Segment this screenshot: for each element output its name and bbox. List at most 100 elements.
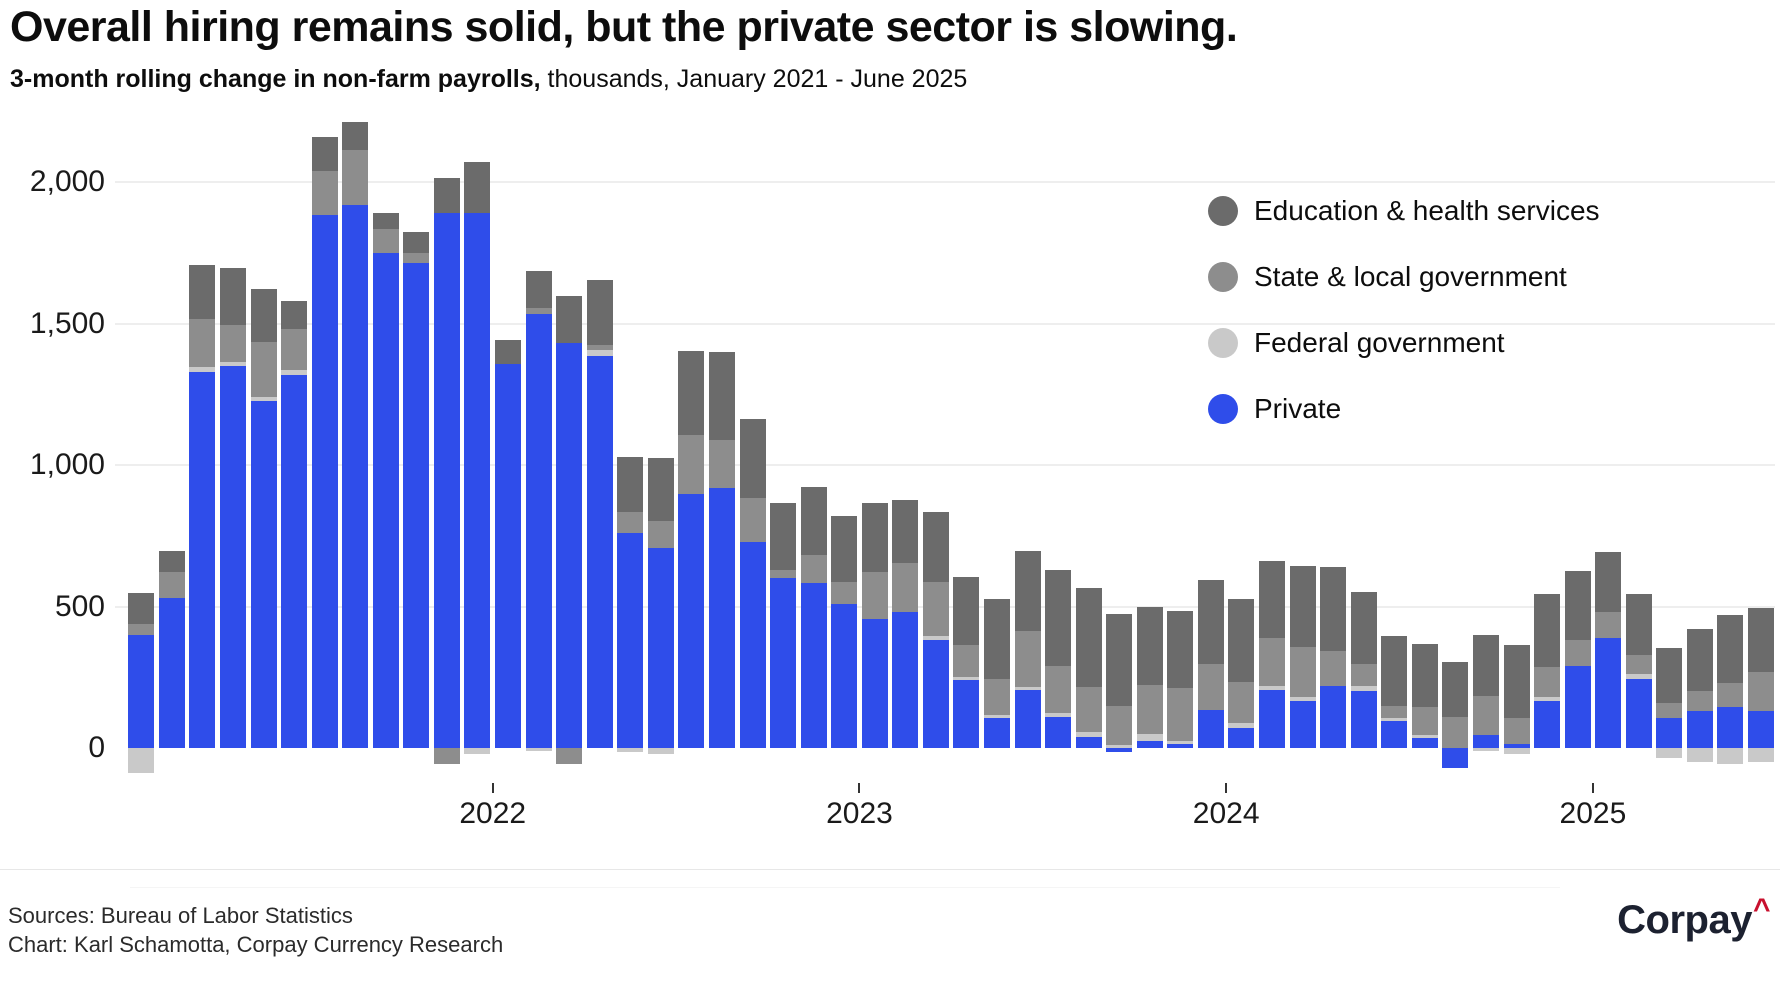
bar-segment-state_local bbox=[1167, 688, 1194, 741]
bar-segment-private bbox=[525, 313, 552, 748]
bar-segment-edu_health bbox=[953, 576, 980, 645]
bar-segment-edu_health bbox=[495, 340, 522, 365]
bar-segment-private bbox=[1289, 701, 1316, 748]
y-axis-tick-label: 1,000 bbox=[29, 448, 105, 482]
bar-segment-private bbox=[1350, 690, 1377, 748]
bar-segment-private bbox=[831, 603, 858, 748]
bar-segment-private bbox=[128, 634, 155, 748]
subtitle-rest: thousands, January 2021 - June 2025 bbox=[540, 65, 968, 94]
bar-segment-federal bbox=[1503, 748, 1530, 754]
bar-segment-state_local bbox=[770, 570, 797, 578]
bar-segment-private bbox=[770, 577, 797, 748]
bar-segment-private bbox=[1136, 740, 1163, 748]
bar-segment-private bbox=[892, 612, 919, 748]
bar-segment-edu_health bbox=[617, 457, 644, 512]
x-axis-tick-label: 2023 bbox=[826, 797, 893, 830]
bar-segment-state_local bbox=[250, 341, 277, 398]
bar-segment-state_local bbox=[1503, 717, 1530, 744]
bar-segment-federal bbox=[1075, 731, 1102, 737]
corpay-logo: Corpay^ bbox=[1617, 893, 1770, 943]
bar-segment-federal bbox=[281, 370, 308, 375]
bar-segment-federal bbox=[1045, 713, 1072, 717]
bar-segment-state_local bbox=[556, 748, 583, 764]
corpay-logo-text: Corpay bbox=[1617, 898, 1752, 942]
bar-segment-state_local bbox=[1228, 681, 1255, 723]
bar-segment-private bbox=[1106, 748, 1133, 753]
bar-segment-private bbox=[495, 364, 522, 748]
bar-segment-private bbox=[586, 356, 613, 748]
bar-segment-private bbox=[1381, 721, 1408, 748]
bar-segment-edu_health bbox=[1595, 551, 1622, 613]
bar-segment-private bbox=[1075, 736, 1102, 748]
bar-segment-private bbox=[983, 718, 1010, 748]
y-axis-tick-label: 500 bbox=[54, 589, 105, 623]
credit-text: Chart: Karl Schamotta, Corpay Currency R… bbox=[8, 932, 504, 958]
bar-segment-federal bbox=[525, 748, 552, 751]
bar-segment-federal bbox=[586, 350, 613, 357]
bar-segment-state_local bbox=[281, 329, 308, 371]
bar-segment-edu_health bbox=[1289, 565, 1316, 647]
legend-label: State & local government bbox=[1254, 261, 1567, 292]
bar-segment-state_local bbox=[158, 572, 185, 599]
bar-segment-edu_health bbox=[525, 271, 552, 309]
bar-segment-private bbox=[800, 583, 827, 748]
bar-segment-private bbox=[861, 619, 888, 748]
bar-segment-private bbox=[1167, 743, 1194, 748]
bar-segment-federal bbox=[647, 748, 674, 754]
bar-segment-state_local bbox=[831, 581, 858, 604]
bar-segment-state_local bbox=[708, 440, 735, 489]
bar-segment-private bbox=[678, 493, 705, 748]
bar-segment-edu_health bbox=[831, 515, 858, 582]
bar-segment-edu_health bbox=[556, 295, 583, 344]
bar-segment-state_local bbox=[1747, 672, 1774, 712]
bar-segment-state_local bbox=[739, 497, 766, 542]
bar-segment-private bbox=[1747, 711, 1774, 748]
bar-segment-private bbox=[708, 488, 735, 748]
bar-segment-edu_health bbox=[1503, 644, 1530, 718]
legend-item: Education & health services bbox=[1208, 195, 1600, 226]
bar-segment-private bbox=[647, 548, 674, 748]
bar-segment-edu_health bbox=[433, 177, 460, 214]
bar-segment-federal bbox=[1686, 748, 1713, 763]
bar-segment-edu_health bbox=[678, 350, 705, 436]
bar-segment-private bbox=[1472, 735, 1499, 748]
subtitle-bold: 3-month rolling change in non-farm payro… bbox=[10, 65, 541, 94]
bar-segment-private bbox=[403, 262, 430, 748]
bar-segment-state_local bbox=[311, 170, 338, 215]
bar-segment-edu_health bbox=[770, 503, 797, 571]
bar-segment-federal bbox=[1014, 687, 1041, 690]
bar-segment-private bbox=[1717, 706, 1744, 748]
gridline bbox=[115, 322, 1775, 325]
legend-item: Federal government bbox=[1208, 327, 1600, 358]
bar-segment-private bbox=[1503, 743, 1530, 748]
bar-segment-state_local bbox=[433, 748, 460, 765]
bar-segment-edu_health bbox=[1167, 611, 1194, 689]
bar-segment-state_local bbox=[1381, 705, 1408, 719]
bar-segment-federal bbox=[1259, 685, 1286, 690]
bar-segment-edu_health bbox=[1625, 594, 1652, 655]
bar-segment-edu_health bbox=[1136, 606, 1163, 686]
legend-dot-edu_health bbox=[1208, 196, 1238, 226]
bar-segment-private bbox=[1534, 701, 1561, 748]
chart-subtitle: 3-month rolling change in non-farm payro… bbox=[10, 65, 1770, 94]
bar-segment-state_local bbox=[586, 345, 613, 351]
bar-segment-private bbox=[1564, 665, 1591, 748]
y-axis-tick-label: 0 bbox=[88, 731, 105, 764]
bar-segment-state_local bbox=[1289, 646, 1316, 698]
x-axis-tick bbox=[1225, 783, 1228, 793]
bar-segment-edu_health bbox=[158, 550, 185, 573]
bar-segment-state_local bbox=[922, 582, 949, 637]
bar-segment-state_local bbox=[800, 555, 827, 584]
bar-segment-edu_health bbox=[372, 213, 399, 229]
x-axis-tick-label: 2024 bbox=[1192, 797, 1260, 830]
bar-segment-private bbox=[1686, 711, 1713, 748]
legend-label: Education & health services bbox=[1254, 195, 1600, 226]
bar-segment-private bbox=[250, 401, 277, 748]
bar-segment-edu_health bbox=[128, 592, 155, 624]
bar-segment-federal bbox=[1717, 748, 1744, 764]
bar-segment-federal bbox=[1747, 748, 1774, 763]
bar-segment-private bbox=[1595, 637, 1622, 748]
bar-segment-state_local bbox=[1045, 666, 1072, 714]
bar-segment-state_local bbox=[525, 308, 552, 314]
